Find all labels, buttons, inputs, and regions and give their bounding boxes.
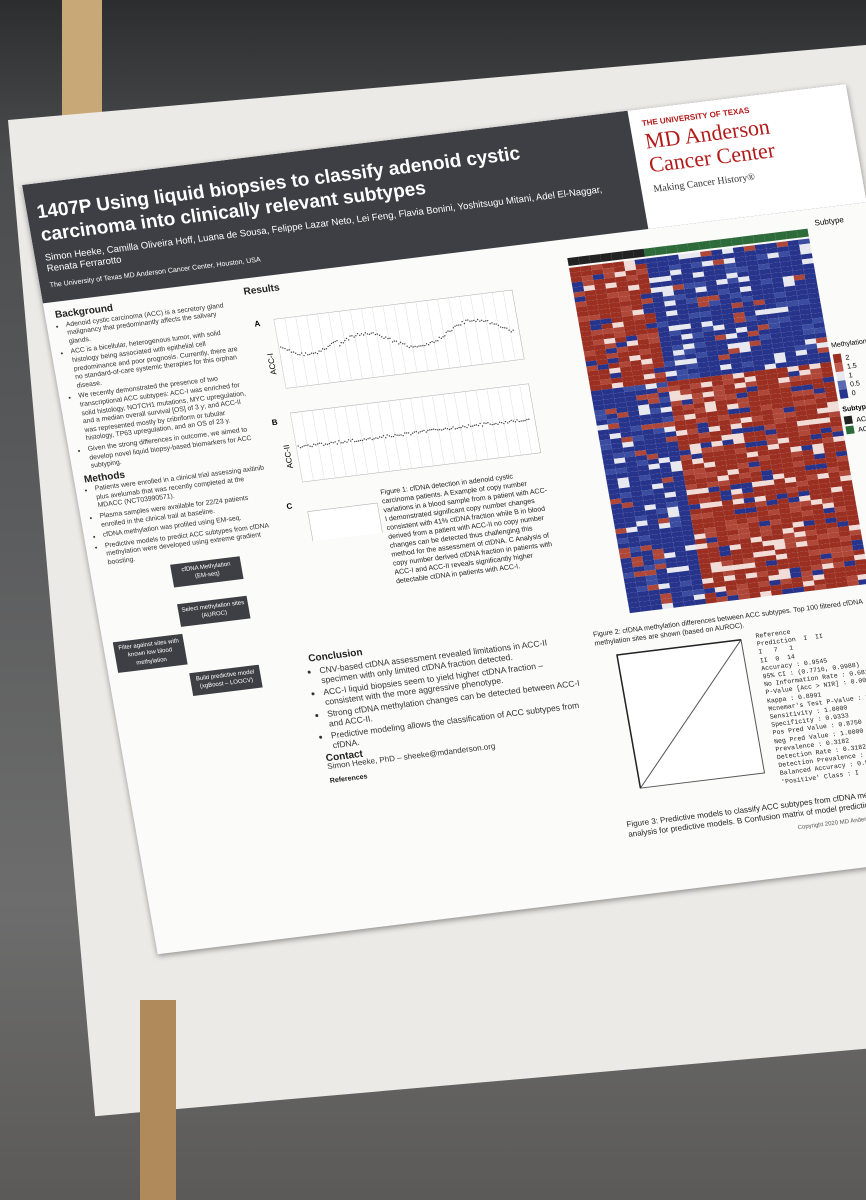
- legend-entry: ACC-II: [858, 424, 866, 433]
- subtype-bar: [698, 241, 710, 250]
- legend-swatch: [844, 416, 853, 425]
- panel-label: ACC-I: [266, 352, 279, 375]
- easel-leg: [140, 1000, 176, 1200]
- legend-tick: 0: [851, 390, 856, 397]
- legend-swatch: [833, 353, 843, 363]
- roc-plot: [596, 634, 773, 810]
- plot-frame: [274, 290, 524, 388]
- subtype-bar: [687, 242, 699, 251]
- legend-swatch: [837, 380, 847, 390]
- label: Subtype: [814, 215, 845, 228]
- subtype-bar: [775, 231, 787, 240]
- legend-tick: 0.5: [850, 380, 861, 388]
- flow-box: cfDNA Methylation (EM-seq): [170, 556, 244, 587]
- subtype-bar: [742, 235, 754, 244]
- subtype-bar: [600, 253, 612, 262]
- legend-swatch: [836, 371, 846, 381]
- legend-swatch: [834, 362, 844, 372]
- subtype-bar: [611, 251, 623, 260]
- poster: 1407P Using liquid biopsies to classify …: [22, 84, 866, 954]
- subtype-bar: [567, 257, 579, 266]
- legend-title: Methylation (%): [831, 337, 866, 350]
- subtype-bar: [633, 249, 645, 258]
- panel-label: B: [271, 417, 279, 427]
- figure-caption: Figure 1: cfDNA detection in adenoid cys…: [380, 469, 561, 587]
- subtype-bar: [764, 233, 776, 242]
- subtype-bar: [709, 239, 721, 248]
- subtype-bar: [655, 246, 667, 255]
- panel-label: A: [254, 319, 262, 329]
- subtype-bar: [786, 230, 798, 239]
- flow-box: Build predictive model (xgBoost – LOOCV): [189, 664, 263, 695]
- flow-box: Filter against sites with known low bloo…: [113, 633, 188, 673]
- legend-tick: 1: [848, 372, 853, 379]
- legend-swatch: [845, 425, 854, 434]
- plot-frame: [308, 503, 394, 544]
- bullet-list: Adenoid cystic carcinoma (ACC) is a secr…: [56, 300, 261, 472]
- plot-frame: [290, 383, 540, 481]
- subtype-bar: [731, 237, 743, 246]
- subtype-bar: [666, 245, 678, 254]
- flow-box: Select methylation sites (AUROC): [177, 595, 251, 626]
- panel-label: ACC-II: [282, 444, 295, 469]
- confusion-matrix: Reference Prediction I II I 7 1 II 0 14 Accu…: [755, 617, 866, 786]
- legend-tick: 1.5: [847, 363, 858, 371]
- legend-swatch: [839, 389, 849, 399]
- subtype-bar: [589, 254, 601, 263]
- subtype-bar: [753, 234, 765, 243]
- subtype-bar: [797, 229, 809, 238]
- subtype-bar: [578, 255, 590, 264]
- legend-title: Subtype: [842, 403, 866, 413]
- boxplot: [322, 542, 352, 544]
- flowchart: cfDNA Methylation (EM-seq) Select methyla…: [101, 551, 306, 721]
- legend-entry: ACC-I: [856, 415, 866, 424]
- panel-label: C: [286, 501, 294, 511]
- subtype-bar: [644, 247, 656, 256]
- legend-tick: 2: [845, 354, 850, 361]
- subtype-bar: [676, 243, 688, 252]
- subtype-bar: [622, 250, 634, 259]
- subtype-bar: [720, 238, 732, 247]
- heatmap: Subtype Methylation (%) 2 1.510.5 0 Subtype AC…: [525, 208, 866, 624]
